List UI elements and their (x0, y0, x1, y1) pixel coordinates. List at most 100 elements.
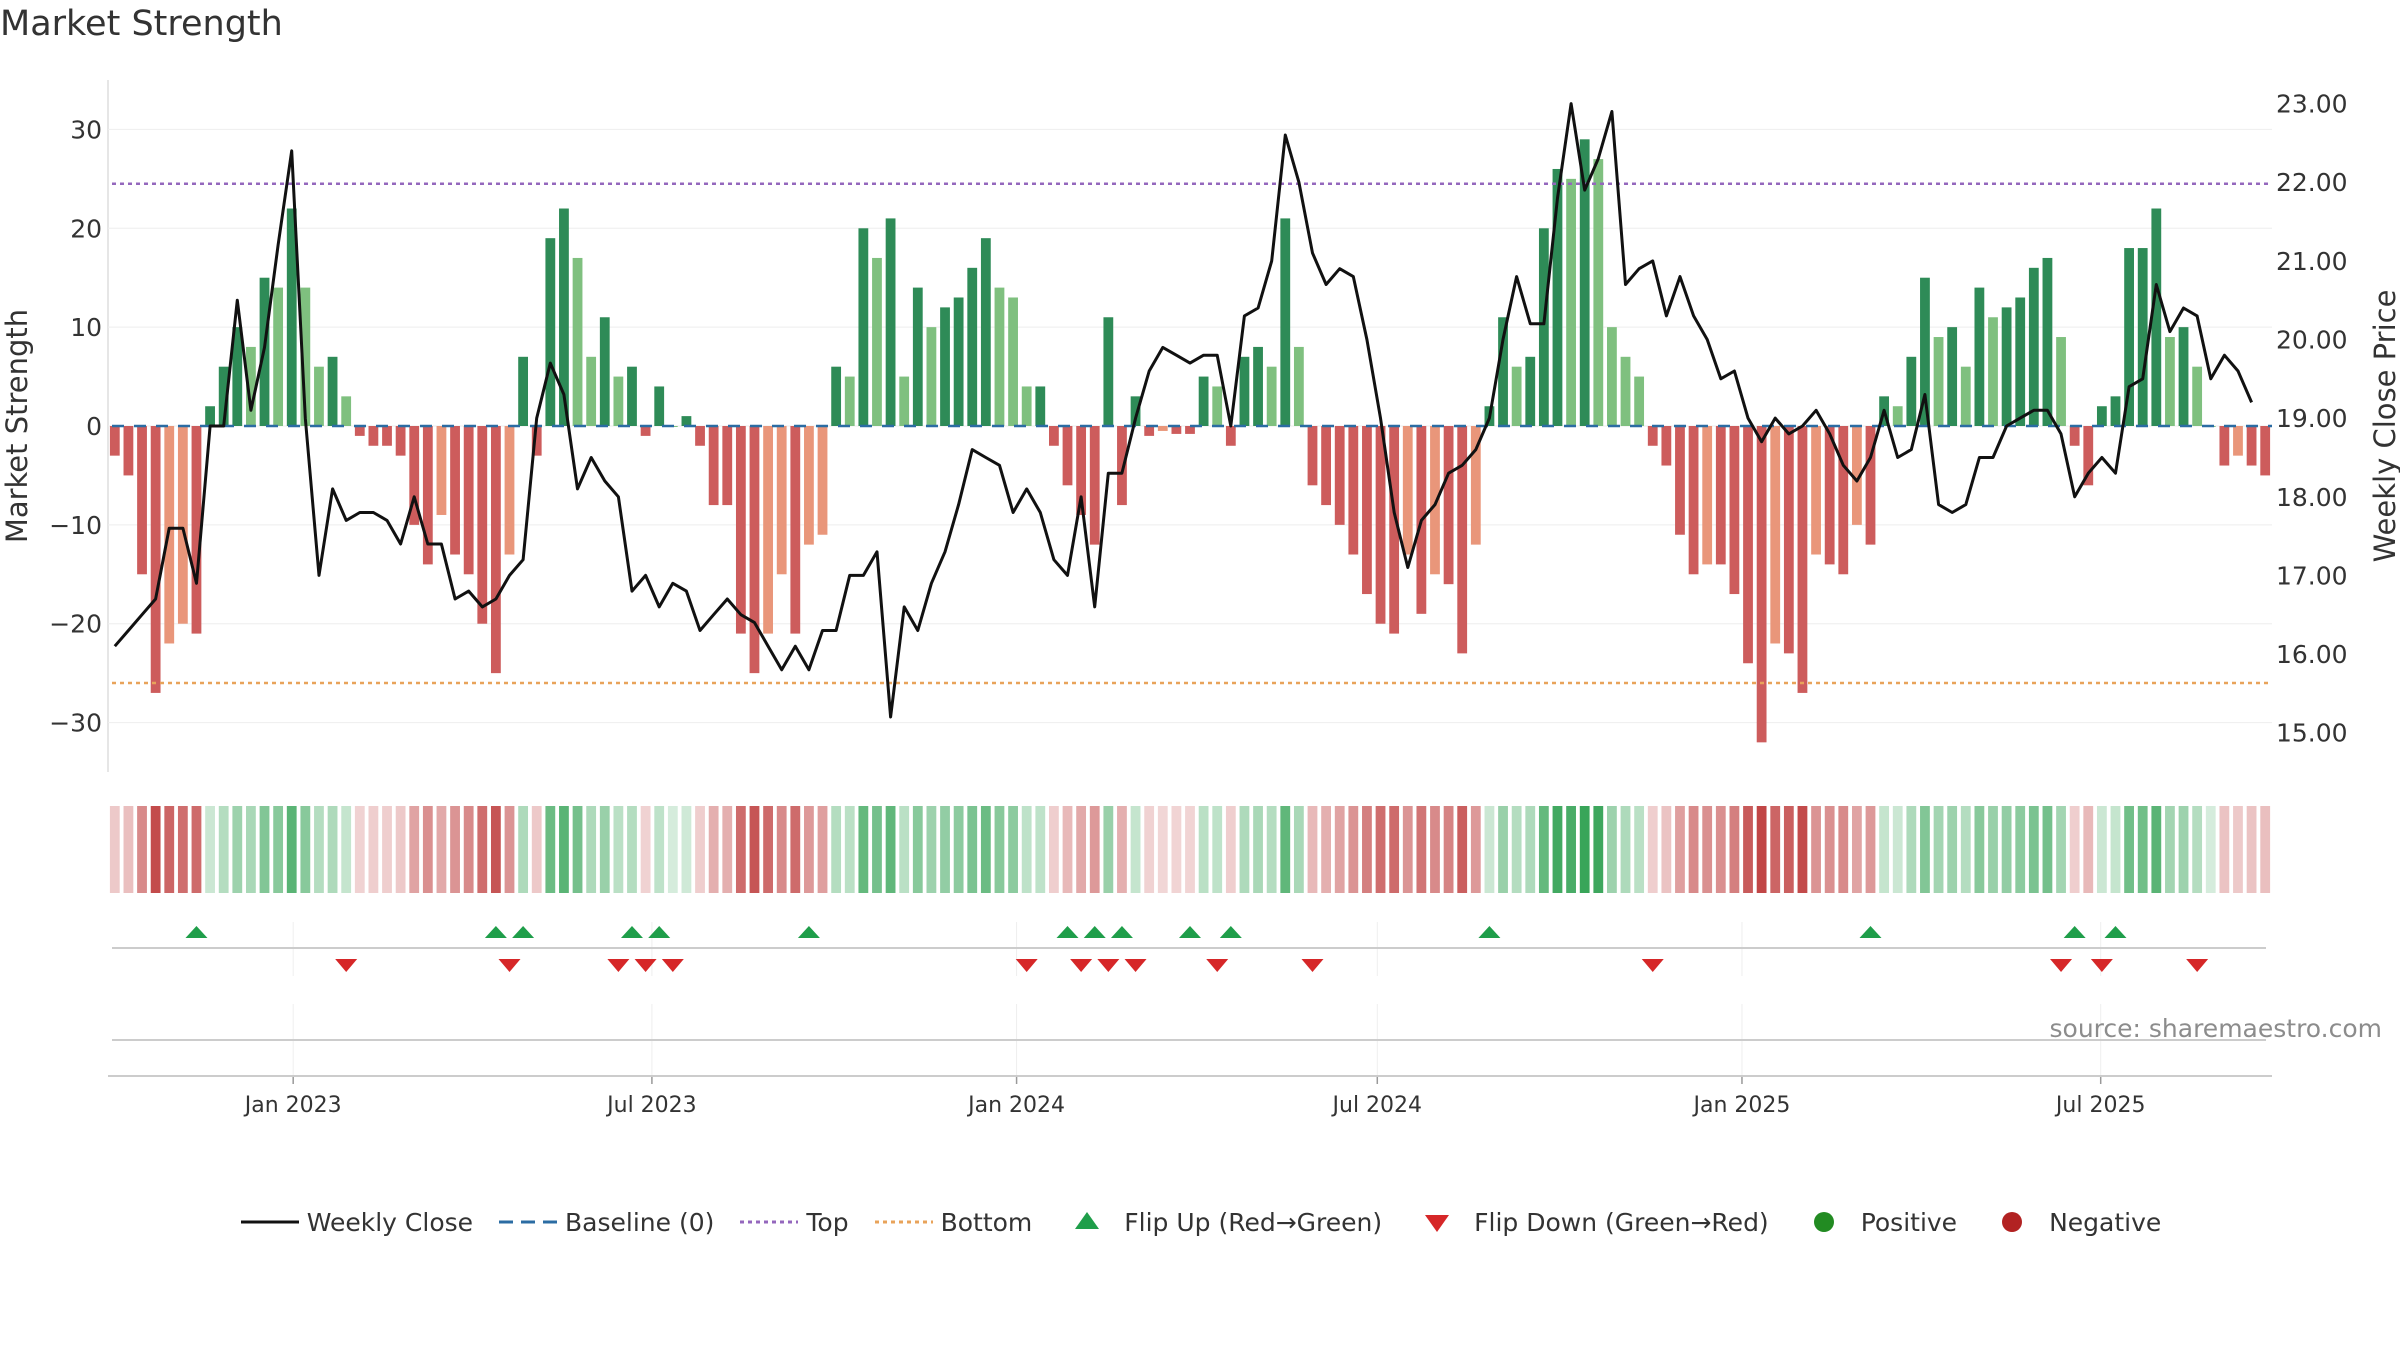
heat-cell (1688, 806, 1699, 893)
y2-tick-label: 18.00 (2276, 483, 2348, 512)
flip-down-marker (1097, 959, 1120, 972)
strength-bar (1947, 327, 1958, 426)
heat-cell (259, 806, 270, 893)
flip-up-marker (185, 926, 208, 938)
flip-up-marker (512, 926, 535, 938)
strength-bar (1743, 426, 1753, 664)
flip-up-marker (620, 926, 643, 938)
heat-cell (218, 806, 229, 893)
legend-label: Weekly Close (306, 1207, 474, 1237)
heat-cell (1824, 806, 1835, 893)
heat-cell (109, 806, 120, 893)
legend-weekly-close: Weekly Close (239, 1207, 473, 1237)
strength-bar (327, 356, 338, 426)
strength-bar (817, 426, 828, 535)
flip-up-marker (1219, 926, 1242, 938)
heat-cell (1675, 806, 1685, 893)
heat-cell (1293, 806, 1304, 893)
heat-cell (327, 806, 338, 893)
strength-bar (1212, 386, 1223, 426)
heat-cell (1579, 806, 1590, 893)
weekly-close-line (113, 102, 2253, 719)
x-tick-label: Jan 2025 (1692, 1093, 1791, 1118)
strength-bar (1035, 386, 1046, 426)
heat-cell (790, 806, 801, 893)
heat-cell (1743, 806, 1753, 893)
strength-bar (1906, 356, 1917, 426)
heat-cell (395, 806, 406, 893)
heat-cell (735, 806, 746, 893)
x-tick-label: Jan 2024 (966, 1093, 1065, 1118)
heat-cell (2260, 806, 2271, 893)
circle-icon (1813, 1212, 1834, 1232)
heat-cell (1239, 806, 1250, 893)
y-tick-label: 0 (86, 412, 102, 441)
flip-up-marker (484, 926, 507, 938)
heat-cell (613, 806, 624, 893)
heat-cell (2001, 806, 2012, 893)
heat-cell (2151, 806, 2162, 893)
strength-bar (695, 426, 705, 446)
strength-bar (681, 416, 692, 426)
strength-bar (1620, 356, 1631, 426)
flip-down-marker (634, 959, 657, 972)
heat-cell (463, 806, 474, 893)
strength-bar (599, 317, 610, 426)
strength-bar (450, 426, 460, 555)
strength-bar (1838, 426, 1849, 575)
strength-bar (2137, 248, 2148, 426)
triangle-up-icon (1075, 1212, 1100, 1229)
heat-cell (1198, 806, 1209, 893)
strength-bar (1715, 426, 1726, 565)
strength-bar (1130, 396, 1141, 426)
heat-cell (599, 806, 610, 893)
strength-bar (2083, 426, 2094, 486)
heat-cell (1171, 806, 1182, 893)
y-tick-label: −10 (49, 511, 102, 540)
heat-cell (1566, 806, 1576, 893)
strength-bar (1661, 426, 1672, 466)
heat-cell (1076, 806, 1087, 893)
strength-bar (1933, 337, 1944, 426)
heat-cell (1443, 806, 1454, 893)
heat-cell (1021, 806, 1032, 893)
flip-up-marker (1179, 926, 1201, 938)
x-tick-label: Jul 2025 (2054, 1093, 2146, 1118)
heat-cell (1634, 806, 1645, 893)
y-axis-label: Market Strength (0, 309, 34, 543)
strength-bar (1865, 426, 1876, 545)
circle-icon (2002, 1212, 2023, 1232)
strength-bar (354, 426, 365, 436)
heat-cell (559, 806, 569, 893)
heat-cell (1770, 806, 1781, 893)
legend-flip-down: Flip Down (Green→Red) (1406, 1207, 1769, 1237)
heat-cell (1035, 806, 1046, 893)
legend-negative: Negative (1981, 1207, 2161, 1237)
strength-bar (177, 426, 188, 624)
strength-bar (1579, 139, 1590, 427)
strength-bar (1307, 426, 1318, 486)
heat-cell (926, 806, 937, 893)
strength-bar (205, 406, 215, 426)
y-tick-label: −30 (49, 709, 102, 738)
y-tick-label: 10 (70, 313, 102, 342)
strength-bar (2001, 307, 2012, 426)
heat-cell (232, 806, 243, 893)
heat-cell (1402, 806, 1413, 893)
heat-cell (1103, 806, 1114, 893)
y-tick-label: 20 (70, 214, 102, 243)
heat-cell (899, 806, 910, 893)
strength-bar (123, 426, 134, 476)
heat-cell (2219, 806, 2230, 893)
heat-cell (1348, 806, 1359, 893)
heat-cell (1906, 806, 1917, 893)
strength-bar (1430, 426, 1440, 575)
strength-bar (232, 327, 243, 426)
heat-cell (640, 806, 651, 893)
flip-up-marker (2104, 926, 2127, 938)
heat-cell (314, 806, 324, 893)
heat-cell (1715, 806, 1726, 893)
y2-tick-label: 15.00 (2276, 719, 2348, 748)
strength-bar (477, 426, 488, 624)
strength-bar (2219, 426, 2230, 466)
